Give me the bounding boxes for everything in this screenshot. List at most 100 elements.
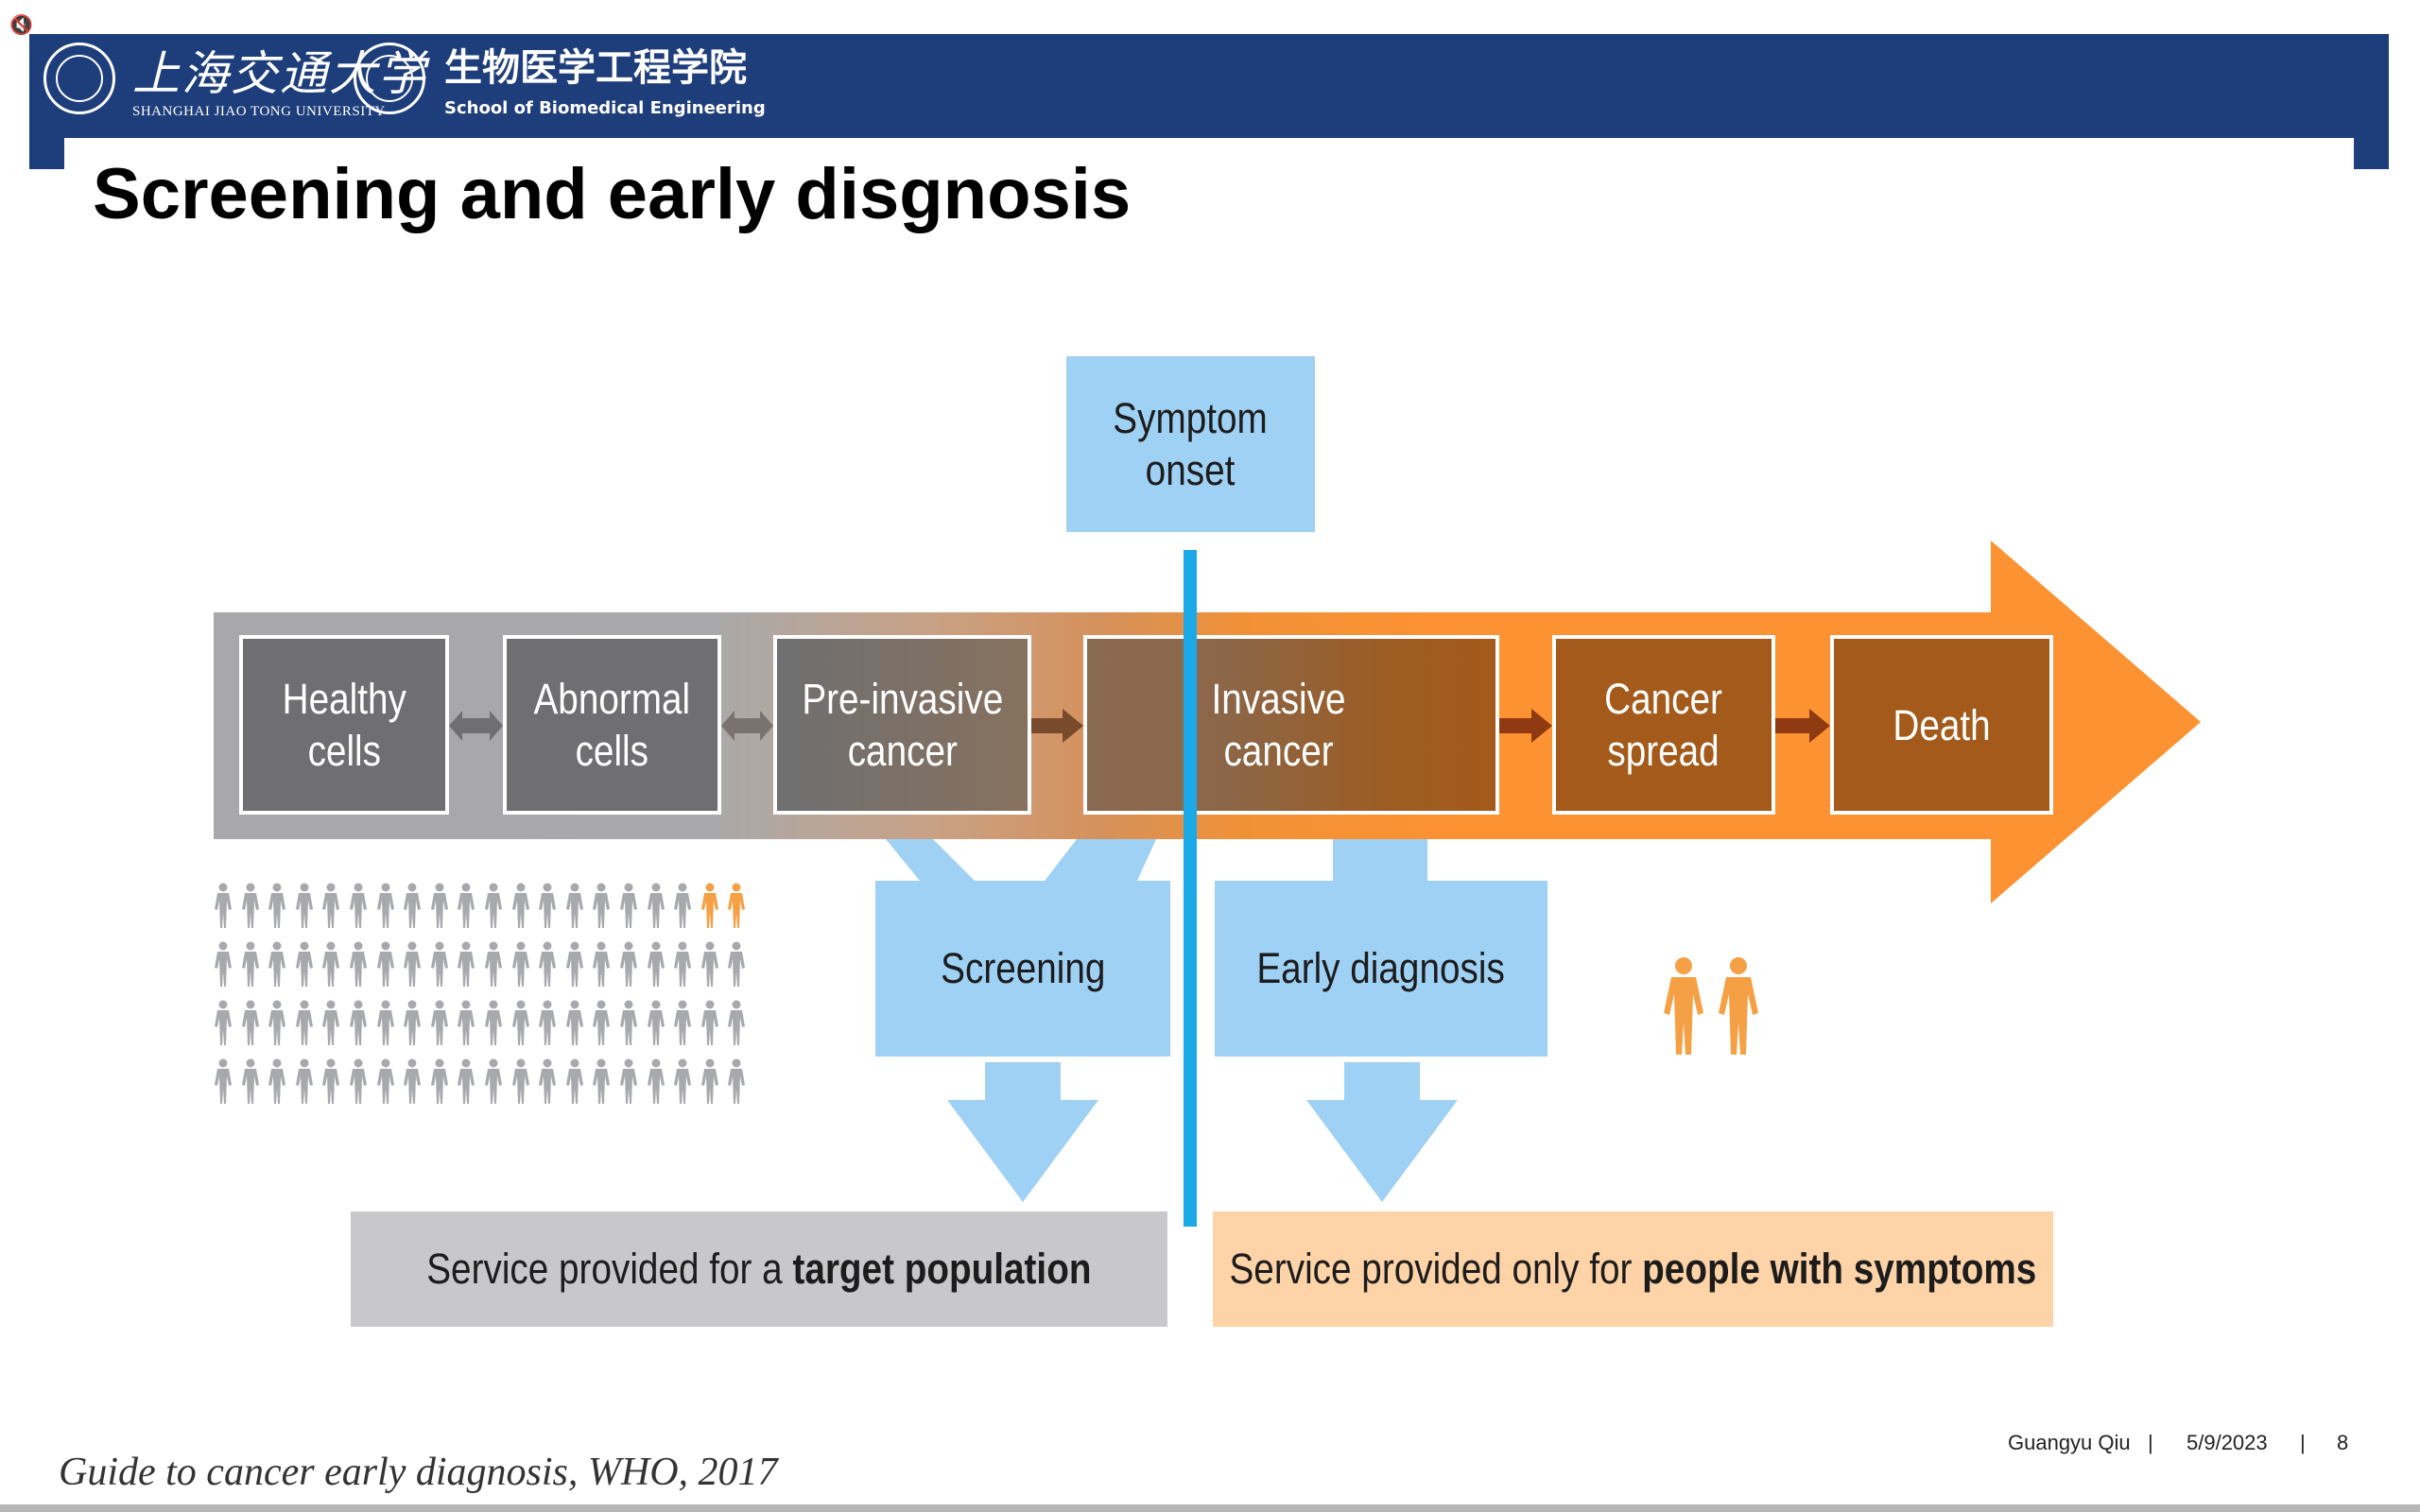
person-icon: [727, 883, 754, 941]
person-icon: [430, 1000, 458, 1058]
stage-label: Invasive cancer: [1211, 675, 1346, 775]
person-icon: [647, 1000, 674, 1058]
person-icon: [268, 941, 295, 1000]
stage-abnormal-cells: Abnormal cells: [503, 635, 721, 815]
person-icon: [214, 941, 241, 1000]
early-diagnosis-funnel: [1333, 839, 1427, 881]
person-icon: [484, 941, 511, 1000]
person-icon: [484, 883, 511, 941]
person-icon: [592, 941, 619, 1000]
person-icon: [349, 941, 376, 1000]
stage-label: Healthy cells: [282, 675, 406, 775]
person-icon: [321, 941, 349, 1000]
person-icon: [592, 1058, 619, 1117]
stage-label: Abnormal cells: [533, 675, 691, 775]
person-icon: [430, 1058, 458, 1117]
service-right-emphasis: people with symptoms: [1642, 1245, 2037, 1293]
person-icon: [403, 1058, 430, 1117]
person-icon: [484, 1058, 511, 1117]
school-name-en: School of Biomedical Engineering: [444, 98, 766, 118]
person-icon: [647, 941, 674, 1000]
service-right-text: Service provided only for: [1229, 1245, 1643, 1293]
person-icon: [700, 883, 728, 941]
symptom-onset-divider: [1184, 550, 1197, 1227]
down-arrow-icon: [1306, 1062, 1458, 1202]
screening-funnel: [886, 839, 1156, 881]
person-icon: [241, 941, 268, 1000]
person-icon: [700, 1000, 728, 1058]
person-icon: [727, 941, 754, 1000]
person-icon: [592, 883, 619, 941]
person-icon: [295, 941, 322, 1000]
window-bottom-strip: [0, 1504, 2420, 1512]
person-icon: [430, 883, 458, 941]
person-icon: [1664, 957, 1703, 1055]
down-arrow-icon: [947, 1062, 1098, 1202]
stage-healthy-cells: Healthy cells: [239, 635, 449, 815]
person-icon: [349, 1058, 376, 1117]
person-icon: [349, 1000, 376, 1058]
early-diagnosis-box: Early diagnosis: [1215, 881, 1547, 1057]
footer-page-number: 8: [2337, 1431, 2349, 1454]
slide-title: Screening and early disgnosis: [93, 154, 1132, 234]
footer-date: 5/9/2023: [2187, 1431, 2268, 1454]
mute-speaker-icon[interactable]: 🔇: [9, 13, 33, 36]
person-icon: [673, 1000, 700, 1058]
person-icon: [619, 1000, 647, 1058]
person-icon: [403, 1000, 430, 1058]
person-icon: [376, 1058, 404, 1117]
person-icon: [511, 1058, 539, 1117]
person-icon: [538, 1000, 565, 1058]
person-icon: [295, 883, 322, 941]
person-icon: [295, 1000, 322, 1058]
person-icon: [241, 1058, 268, 1117]
person-icon: [619, 941, 647, 1000]
sjtu-seal-icon: [43, 43, 115, 114]
stage-death: Death: [1830, 635, 2053, 815]
double-arrow-icon: [721, 711, 773, 741]
person-icon: [376, 883, 404, 941]
person-icon: [457, 1058, 484, 1117]
person-icon: [619, 883, 647, 941]
citation: Guide to cancer early diagnosis, WHO, 20…: [59, 1451, 778, 1494]
stage-label: Cancer spread: [1604, 675, 1723, 775]
header-tab-right: [2354, 138, 2389, 169]
person-icon: [673, 1058, 700, 1117]
school-name-cn: 生物医学工程学院: [444, 46, 747, 90]
person-icon: [511, 941, 539, 1000]
early-diagnosis-label: Early diagnosis: [1256, 944, 1506, 992]
arrow-right-icon: [1031, 709, 1083, 743]
population-row: [214, 883, 754, 941]
person-icon: [321, 1058, 349, 1117]
screening-box: Screening: [875, 881, 1170, 1057]
person-icon: [538, 941, 565, 1000]
person-icon: [647, 1058, 674, 1117]
person-icon: [430, 941, 458, 1000]
bme-seal-icon: [354, 43, 425, 114]
person-icon: [241, 883, 268, 941]
person-icon: [673, 941, 700, 1000]
population-grid: [214, 883, 754, 1117]
screening-label: Screening: [940, 944, 1106, 992]
person-icon: [457, 1000, 484, 1058]
person-icon: [647, 883, 674, 941]
person-icon: [321, 1000, 349, 1058]
person-icon: [538, 883, 565, 941]
stage-cancer-spread: Cancer spread: [1552, 635, 1775, 815]
person-icon: [619, 1058, 647, 1117]
footer-separator: |: [2148, 1431, 2153, 1454]
person-icon: [214, 1000, 241, 1058]
person-icon: [565, 883, 593, 941]
service-target-population-box: Service provided for a target population: [351, 1211, 1167, 1327]
person-icon: [321, 883, 349, 941]
population-row: [214, 1000, 754, 1058]
person-icon: [565, 1000, 593, 1058]
person-icon: [511, 883, 539, 941]
person-icon: [700, 941, 728, 1000]
header-tab-left: [29, 138, 64, 169]
person-icon: [376, 1000, 404, 1058]
person-icon: [214, 1058, 241, 1117]
symptom-onset-box: Symptom onset: [1066, 356, 1315, 532]
service-left-text: Service provided for a: [426, 1245, 793, 1293]
stage-label: Death: [1893, 700, 1991, 749]
